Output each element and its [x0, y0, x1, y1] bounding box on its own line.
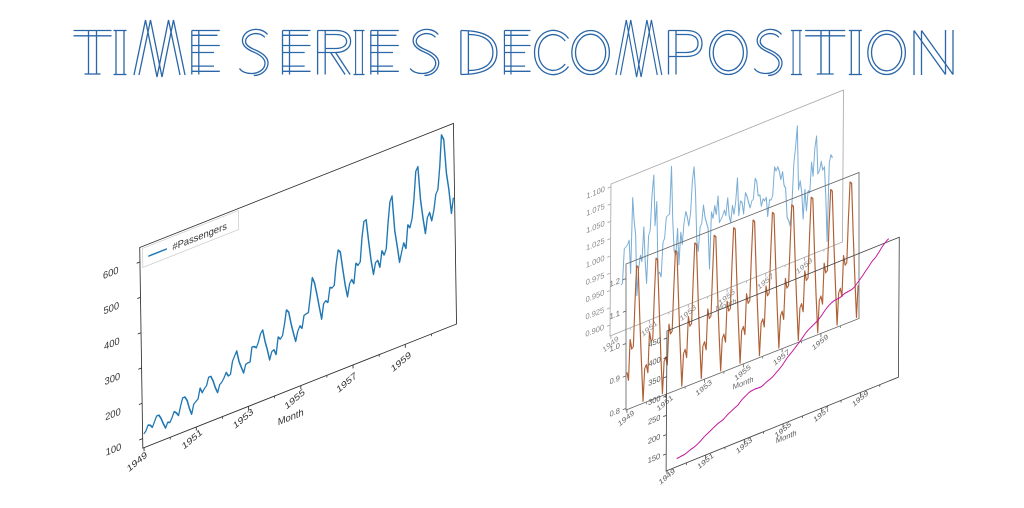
svg-text:1957: 1957	[336, 371, 359, 396]
svg-text:1953: 1953	[232, 407, 255, 432]
svg-text:1951: 1951	[181, 427, 204, 452]
svg-text:1.075: 1.075	[586, 201, 605, 218]
svg-text:1953: 1953	[735, 435, 754, 455]
svg-text:1.000: 1.000	[586, 253, 605, 270]
svg-text:0.975: 0.975	[586, 271, 605, 288]
svg-text:1.0: 1.0	[610, 341, 621, 354]
svg-text:600: 600	[103, 265, 119, 282]
svg-text:1959: 1959	[851, 389, 870, 409]
svg-text:1957: 1957	[813, 404, 832, 424]
svg-text:200: 200	[105, 406, 121, 423]
svg-text:1959: 1959	[390, 350, 413, 375]
svg-text:Month: Month	[278, 407, 304, 428]
svg-text:0.950: 0.950	[586, 288, 605, 305]
svg-text:250: 250	[648, 413, 661, 427]
svg-text:1.050: 1.050	[586, 219, 605, 236]
svg-text:500: 500	[104, 300, 120, 317]
svg-text:100: 100	[106, 442, 122, 459]
svg-text:0.900: 0.900	[585, 322, 604, 339]
svg-text:1949: 1949	[126, 450, 149, 475]
svg-text:0.9: 0.9	[610, 373, 621, 386]
svg-text:300: 300	[648, 393, 661, 407]
svg-text:0.925: 0.925	[586, 305, 605, 322]
svg-text:300: 300	[105, 371, 121, 388]
svg-text:1951: 1951	[697, 451, 716, 471]
svg-text:1.1: 1.1	[610, 308, 621, 321]
svg-text:1.100: 1.100	[586, 184, 605, 201]
svg-text:450: 450	[649, 335, 662, 349]
svg-text:0.8: 0.8	[610, 406, 621, 419]
svg-text:1.025: 1.025	[586, 236, 605, 253]
svg-text:1949: 1949	[658, 467, 677, 487]
svg-text:200: 200	[648, 432, 661, 446]
svg-text:150: 150	[648, 451, 661, 465]
svg-text:400: 400	[104, 336, 120, 353]
svg-text:400: 400	[649, 355, 662, 369]
svg-text:350: 350	[649, 374, 662, 388]
svg-text:1.2: 1.2	[610, 276, 621, 289]
